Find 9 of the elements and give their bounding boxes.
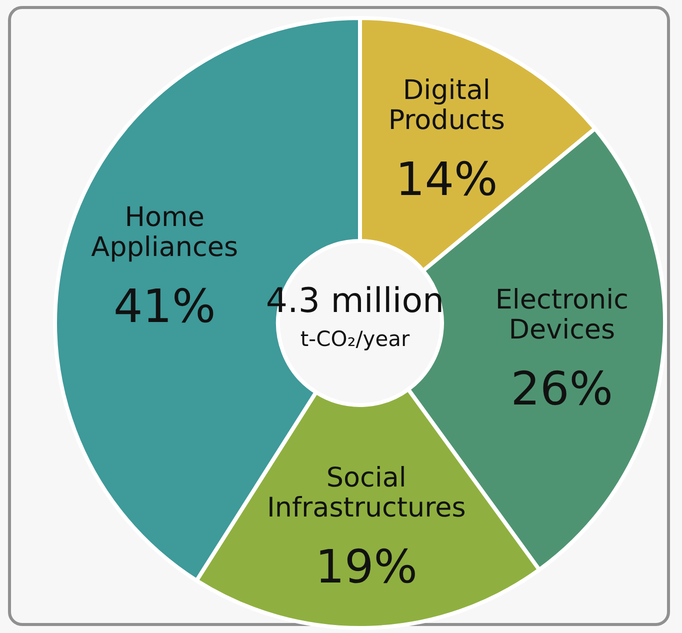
data-label: 14% [396, 152, 498, 206]
data-label: 19% [315, 539, 418, 594]
slice-label: Digital Products [388, 74, 505, 136]
slice-label: Social Infrastructures [266, 462, 466, 524]
data-label: 26% [510, 362, 614, 416]
slice-label: Home Appliances [91, 202, 238, 264]
slice-label: Electronic Devices [495, 284, 628, 346]
data-label: 41% [113, 279, 216, 334]
text: t-CO₂/year [300, 327, 410, 351]
